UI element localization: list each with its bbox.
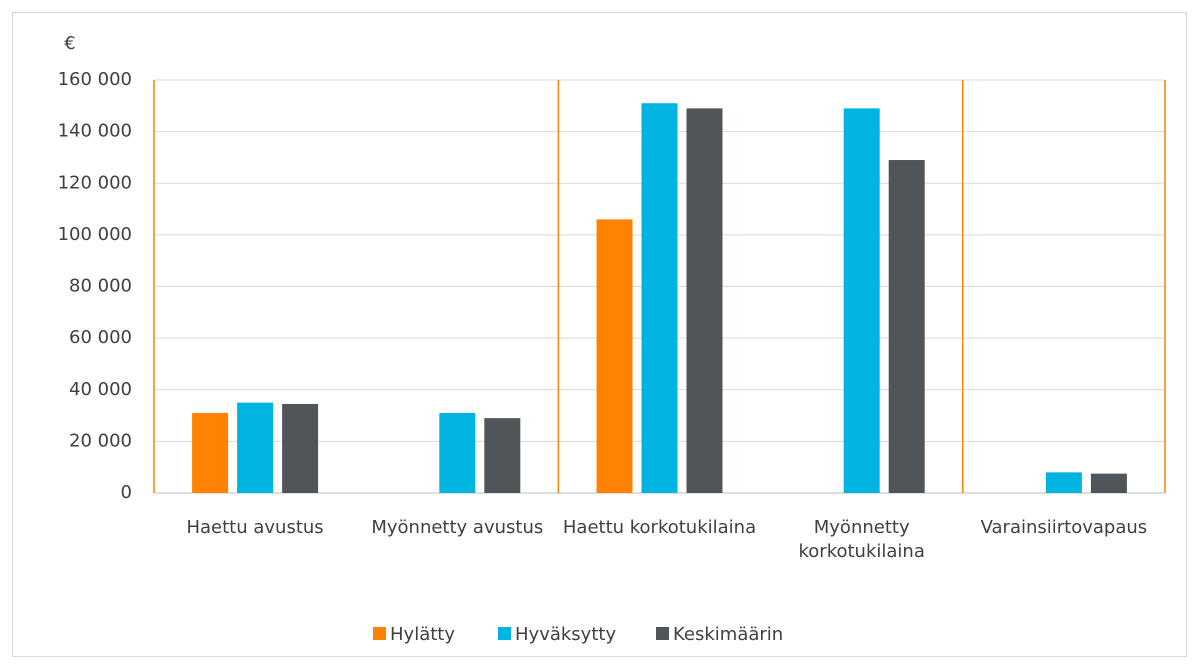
bar [641,103,678,493]
bar [888,160,925,494]
y-tick-label: 120 000 [58,172,132,193]
bar [282,403,319,493]
legend-swatch [656,627,669,640]
bar [237,402,274,493]
legend-swatch [498,627,511,640]
legend-label: Hyväksytty [515,624,616,645]
bar [686,108,723,494]
x-tick-label: Varainsiirtovapaus [980,517,1148,538]
y-tick-label: 60 000 [69,327,132,348]
y-tick-label: 40 000 [69,379,132,400]
x-tick-label: Haettu korkotukilaina [562,517,757,538]
y-tick-label: 100 000 [58,224,132,245]
bar [843,108,880,494]
y-axis-label: € [64,33,75,54]
y-tick-label: 20 000 [69,430,132,451]
bar [596,219,633,493]
bar [192,412,229,493]
bar [1045,472,1082,493]
legend-label: Keskimäärin [673,624,783,645]
bar [439,412,476,493]
y-tick-label: 0 [121,482,132,503]
legend-swatch [373,627,386,640]
x-tick-label: Haettu avustus [186,517,324,538]
bar [484,418,521,493]
x-tick-label: Myönnetty avustus [371,517,544,538]
bar [1090,473,1127,493]
x-tick-label: Myönnetty korkotukilaina [798,517,925,562]
y-tick-label: 160 000 [58,69,132,90]
y-tick-label: 80 000 [69,276,132,297]
y-tick-label: 140 000 [58,121,132,142]
legend-label: Hylätty [390,624,455,645]
